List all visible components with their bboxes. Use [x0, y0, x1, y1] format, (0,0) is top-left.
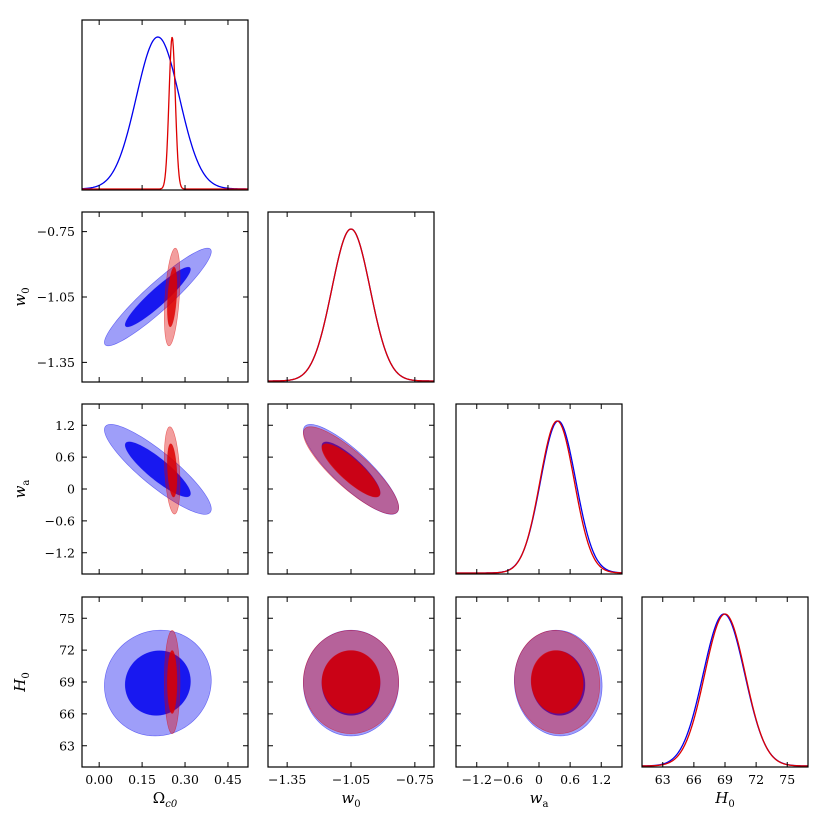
marginal-red-wa — [456, 420, 622, 574]
panel-wa-vs-wa — [455, 403, 623, 575]
marginal-red-w0 — [268, 228, 434, 382]
x-tick-label-omega: 0.30 — [171, 772, 199, 787]
y-tick-label-wa: 1.2 — [55, 418, 75, 433]
x-tick-label-omega: 0.45 — [214, 772, 242, 787]
panel-omega-vs-omega — [81, 19, 249, 191]
panel-frame — [641, 596, 809, 768]
panel-wa-vs-omega: −1.2 −0.6 0 0.6 1.2 — [45, 403, 249, 575]
y-axis-label-wa: wa — [11, 480, 32, 499]
x-tick-label-wa: −1.2 — [462, 772, 492, 787]
contour-red-1sigma-omega-wa — [167, 443, 178, 498]
panel-h0-vs-h0: 63 66 69 72 75 — [641, 596, 809, 787]
contour-red-1sigma-w0-h0 — [321, 650, 381, 714]
panel-w0-vs-w0 — [267, 211, 435, 383]
y-tick-label-h0: 66 — [59, 706, 75, 721]
y-tick-label-h0: 72 — [59, 643, 75, 658]
x-tick-label-omega: 0.15 — [128, 772, 156, 787]
x-tick-label-h0: 66 — [686, 772, 702, 787]
x-tick-label-h0: 69 — [717, 772, 733, 787]
y-tick-label-h0: 69 — [59, 675, 75, 690]
marginal-red-h0 — [642, 613, 808, 767]
x-axis-label-wa: wa — [530, 789, 549, 810]
y-tick-label-h0: 75 — [59, 611, 75, 626]
panel-frame — [81, 19, 249, 191]
y-tick-label-w0: −1.05 — [37, 290, 75, 305]
y-tick-label-wa: 0.6 — [55, 450, 75, 465]
panel-w0-vs-omega: −1.35 −1.05 −0.75 — [37, 211, 249, 383]
marginal-red-omega — [82, 36, 248, 190]
panel-h0-vs-w0: −1.35 −1.05 −0.75 — [267, 596, 435, 787]
x-axis-label-h0: H0 — [714, 789, 734, 810]
contour-blue-1sigma-omega-w0 — [124, 266, 191, 328]
x-tick-label-h0: 75 — [779, 772, 795, 787]
x-tick-label-w0: −1.05 — [332, 772, 370, 787]
contour-red-1sigma-w0-wa — [321, 443, 381, 498]
x-axis-label-omega: Ωc0 — [153, 789, 178, 810]
y-tick-label-wa: 0 — [67, 482, 75, 497]
panel-h0-vs-wa: −1.2 −0.6 0 0.6 1.2 — [455, 596, 623, 787]
x-tick-label-wa: 1.2 — [591, 772, 611, 787]
x-tick-label-wa: −0.6 — [493, 772, 523, 787]
x-tick-label-h0: 63 — [655, 772, 671, 787]
y-tick-label-wa: −1.2 — [45, 545, 75, 560]
x-tick-label-w0: −0.75 — [396, 772, 434, 787]
x-tick-label-omega: 0.00 — [85, 772, 113, 787]
contour-red-1sigma-omega-h0 — [167, 650, 178, 714]
contour-red-1sigma-omega-w0 — [167, 266, 178, 328]
y-tick-label-w0: −0.75 — [37, 224, 75, 239]
x-tick-label-h0: 72 — [748, 772, 764, 787]
panel-h0-vs-omega: 0.00 0.15 0.30 0.45 63 66 69 72 75 — [59, 596, 249, 787]
marginal-blue-h0 — [642, 613, 808, 767]
x-tick-label-w0: −1.35 — [268, 772, 306, 787]
x-tick-label-wa: 0.6 — [560, 772, 580, 787]
y-axis-label-h0: H0 — [11, 672, 32, 692]
panel-wa-vs-w0 — [267, 403, 435, 575]
marginal-blue-wa — [456, 420, 622, 574]
marginal-blue-w0 — [268, 228, 434, 382]
x-axis-label-w0: w0 — [341, 789, 360, 810]
y-tick-label-w0: −1.35 — [37, 355, 75, 370]
marginal-blue-omega — [82, 36, 248, 190]
y-axis-label-w0: w0 — [11, 287, 32, 306]
x-tick-label-wa: 0 — [535, 772, 543, 787]
y-tick-label-wa: −0.6 — [45, 513, 75, 528]
panel-frame — [267, 211, 435, 383]
contour-red-1sigma-wa-h0 — [530, 650, 584, 714]
y-tick-label-h0: 63 — [59, 738, 75, 753]
